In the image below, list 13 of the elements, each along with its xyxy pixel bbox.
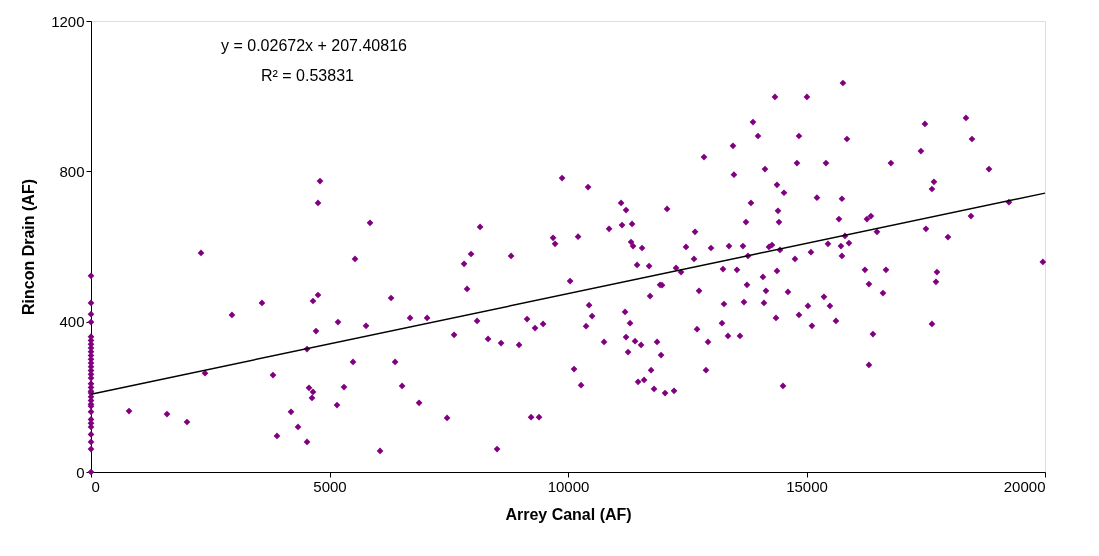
x-tick-label: 5000 [313, 477, 347, 495]
x-tick-label: 15000 [786, 477, 828, 495]
y-tick-label: 1200 [51, 12, 85, 30]
y-tick-label: 0 [76, 463, 85, 481]
y-tick-label: 400 [59, 313, 85, 331]
x-tick-label: 20000 [1003, 477, 1046, 495]
y-axis-title: Rincon Drain (AF) [20, 179, 38, 315]
x-tick-label: 10000 [547, 477, 590, 495]
y-tick-label: 800 [59, 162, 85, 180]
x-tick-label: 0 [91, 477, 100, 495]
annotation: y = 0.02672x + 207.40816 [221, 37, 408, 54]
annotation: R² = 0.53831 [261, 67, 355, 84]
x-axis-title: Arrey Canal (AF) [505, 505, 632, 523]
